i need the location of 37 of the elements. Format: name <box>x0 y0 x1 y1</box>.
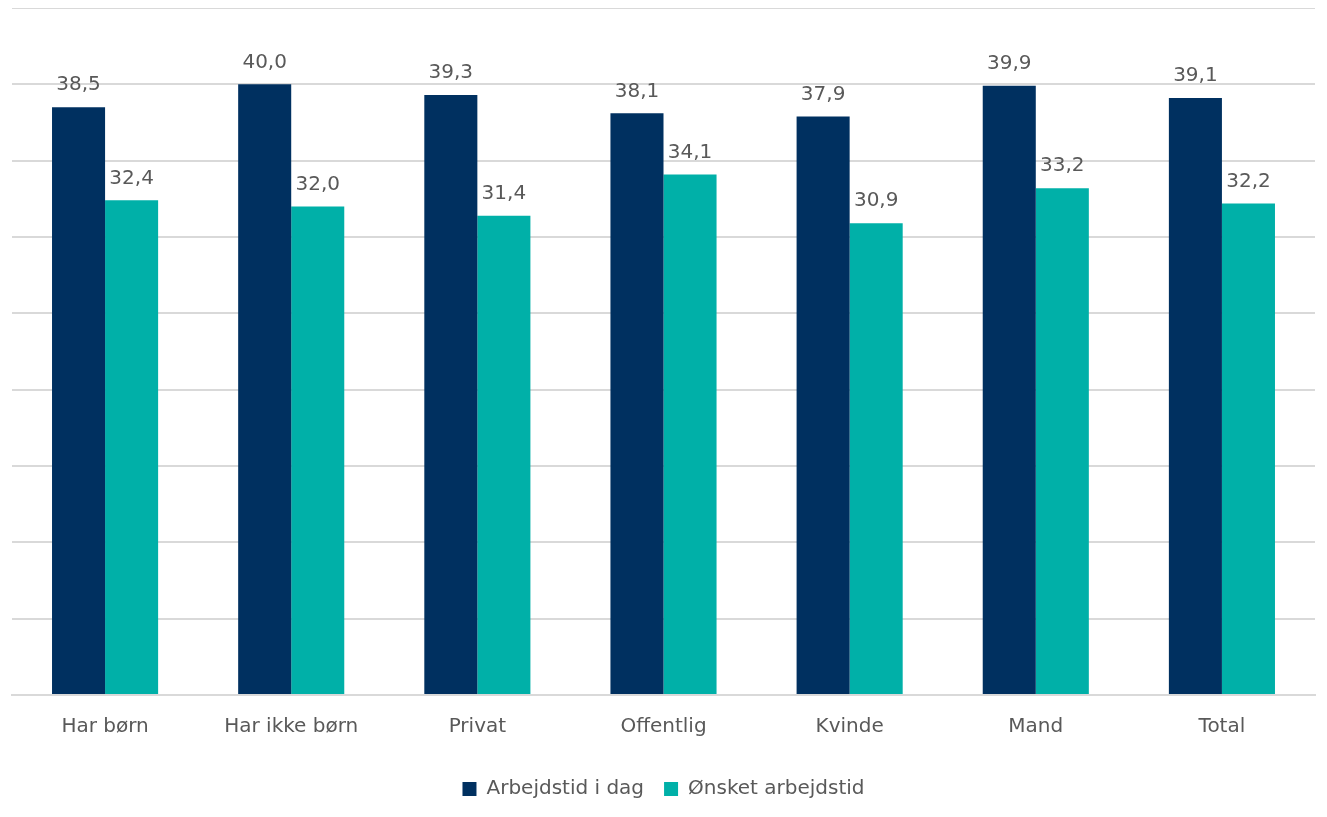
x-tick-label: Kvinde <box>815 713 884 738</box>
data-label: 39,1 <box>1173 62 1218 87</box>
bar <box>663 174 717 694</box>
bar <box>477 215 531 694</box>
x-tick-label: Offentlig <box>620 713 707 738</box>
bar <box>52 107 106 694</box>
bar <box>982 85 1036 694</box>
data-label: 31,4 <box>481 179 527 204</box>
bar <box>424 95 478 694</box>
legend-label: Ønsket arbejdstid <box>688 775 865 800</box>
bar <box>105 200 159 694</box>
bar <box>796 116 850 694</box>
data-label: 39,9 <box>986 50 1032 75</box>
data-label: 40,0 <box>242 48 287 73</box>
data-label: 33,2 <box>1040 152 1085 177</box>
bar <box>291 206 345 694</box>
data-label: 32,4 <box>109 164 154 189</box>
data-label: 38,5 <box>56 71 101 96</box>
bar <box>849 223 903 694</box>
x-tick-label: Har ikke børn <box>224 713 359 738</box>
data-label: 38,1 <box>614 77 660 102</box>
x-tick-label: Mand <box>1008 713 1064 738</box>
data-label: 37,9 <box>800 80 846 105</box>
legend-label: Arbejdstid i dag <box>486 775 645 800</box>
bar <box>1168 98 1222 694</box>
bar <box>1035 188 1089 694</box>
data-label: 34,1 <box>667 138 713 163</box>
x-tick-label: Total <box>1197 713 1246 738</box>
bar <box>1221 203 1275 694</box>
data-label: 30,9 <box>853 187 899 212</box>
x-tick-label: Privat <box>448 713 507 738</box>
x-tick-label: Har børn <box>61 713 149 738</box>
bar <box>238 84 292 694</box>
bar <box>610 113 664 694</box>
data-label: 32,0 <box>295 170 341 195</box>
data-label: 39,3 <box>428 59 474 84</box>
data-label: 32,2 <box>1226 167 1271 192</box>
